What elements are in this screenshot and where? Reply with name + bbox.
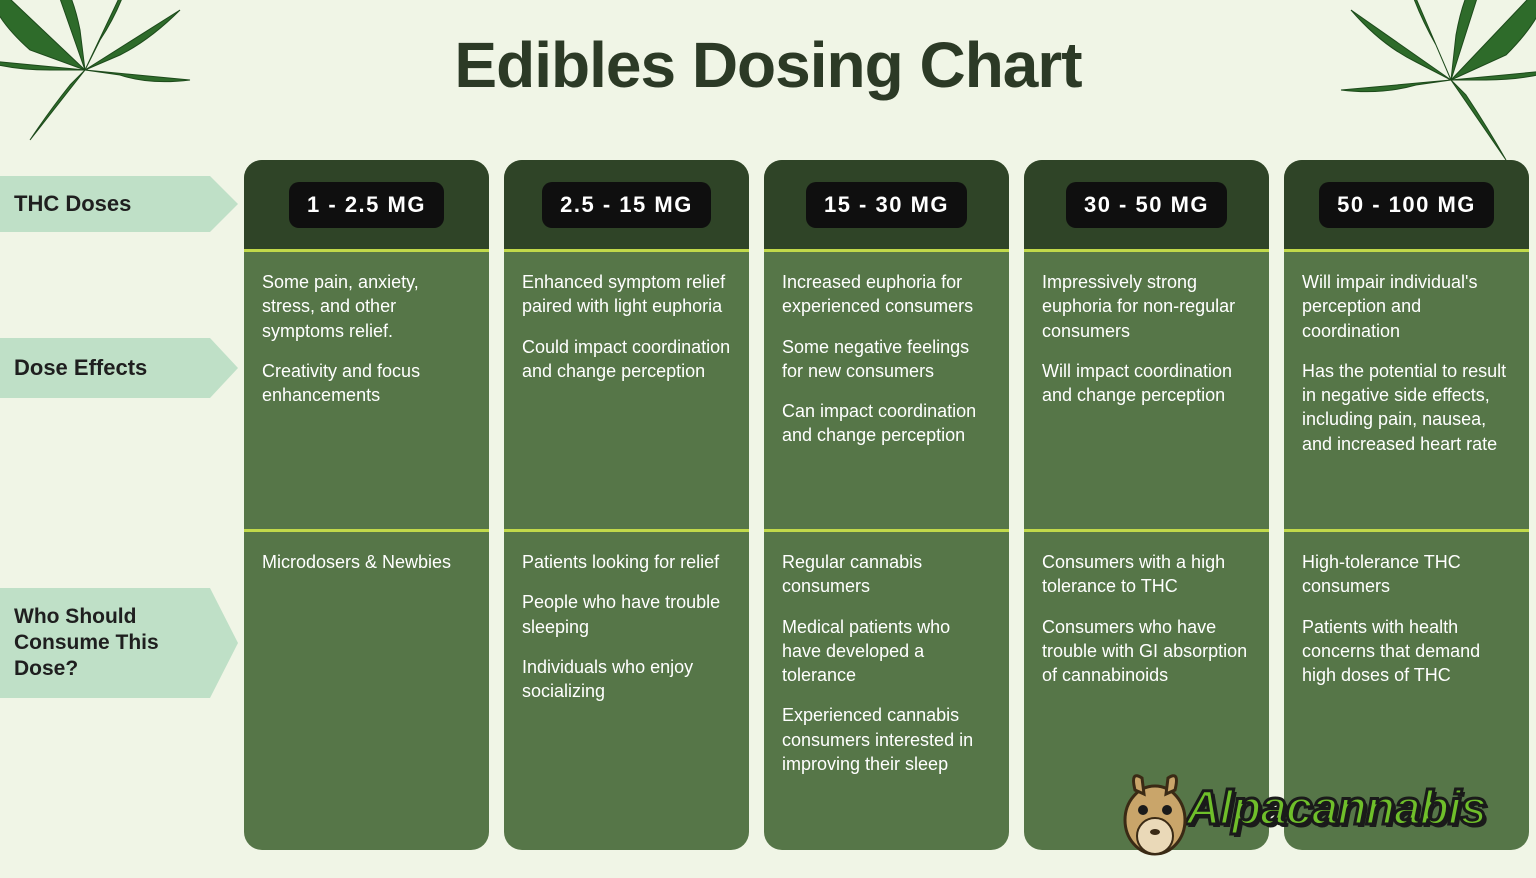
effect-text: Could impact coordination and change per… (522, 335, 731, 384)
effect-text: Will impair individual's perception and … (1302, 270, 1511, 343)
leaf-decoration-tr (1336, 0, 1536, 190)
who-cell-5: High-tolerance THC consumers Patients wi… (1284, 532, 1529, 687)
row-label-effects-text: Dose Effects (14, 354, 147, 382)
effect-text: Some pain, anxiety, stress, and other sy… (262, 270, 471, 343)
dose-column-2: 2.5 - 15 MG Enhanced symptom relief pair… (504, 160, 749, 850)
dose-column-3: 15 - 30 MG Increased euphoria for experi… (764, 160, 1009, 850)
who-text: Individuals who enjoy socializing (522, 655, 731, 704)
effect-text: Impressively strong euphoria for non-reg… (1042, 270, 1251, 343)
who-text: Consumers who have trouble with GI absor… (1042, 615, 1251, 688)
dose-pill-4: 30 - 50 MG (1066, 182, 1227, 228)
effects-cell-2: Enhanced symptom relief paired with ligh… (504, 252, 749, 532)
dose-column-1: 1 - 2.5 MG Some pain, anxiety, stress, a… (244, 160, 489, 850)
dose-pill-1: 1 - 2.5 MG (289, 182, 444, 228)
effect-text: Will impact coordination and change perc… (1042, 359, 1251, 408)
who-text: Regular cannabis consumers (782, 550, 991, 599)
dose-column-4: 30 - 50 MG Impressively strong euphoria … (1024, 160, 1269, 850)
who-text: High-tolerance THC consumers (1302, 550, 1511, 599)
effects-cell-5: Will impair individual's perception and … (1284, 252, 1529, 532)
dose-header-3: 15 - 30 MG (764, 160, 1009, 252)
effect-text: Creativity and focus enhancements (262, 359, 471, 408)
who-cell-4: Consumers with a high tolerance to THC C… (1024, 532, 1269, 687)
dose-column-5: 50 - 100 MG Will impair individual's per… (1284, 160, 1529, 850)
who-text: Microdosers & Newbies (262, 550, 471, 574)
brand-logo: Alpacannabis (1110, 758, 1486, 858)
effect-text: Can impact coordination and change perce… (782, 399, 991, 448)
effects-cell-1: Some pain, anxiety, stress, and other sy… (244, 252, 489, 532)
effects-cell-4: Impressively strong euphoria for non-reg… (1024, 252, 1269, 532)
dose-header-2: 2.5 - 15 MG (504, 160, 749, 252)
effects-cell-3: Increased euphoria for experienced consu… (764, 252, 1009, 532)
who-cell-1: Microdosers & Newbies (244, 532, 489, 574)
dose-header-4: 30 - 50 MG (1024, 160, 1269, 252)
who-cell-2: Patients looking for relief People who h… (504, 532, 749, 703)
row-label-doses: THC Doses (0, 176, 210, 232)
who-text: People who have trouble sleeping (522, 590, 731, 639)
dose-pill-3: 15 - 30 MG (806, 182, 967, 228)
effect-text: Has the potential to result in negative … (1302, 359, 1511, 456)
row-label-doses-text: THC Doses (14, 190, 131, 218)
alpaca-icon (1110, 758, 1200, 858)
who-text: Experienced cannabis consumers intereste… (782, 703, 991, 776)
row-label-who-text: Who Should Consume This Dose? (14, 604, 210, 683)
effect-text: Enhanced symptom relief paired with ligh… (522, 270, 731, 319)
row-label-who: Who Should Consume This Dose? (0, 588, 210, 698)
effect-text: Some negative feelings for new consumers (782, 335, 991, 384)
dose-header-1: 1 - 2.5 MG (244, 160, 489, 252)
chart-grid: THC Doses Dose Effects Who Should Consum… (0, 160, 1536, 860)
dose-pill-2: 2.5 - 15 MG (542, 182, 711, 228)
who-text: Consumers with a high tolerance to THC (1042, 550, 1251, 599)
leaf-decoration-tl (0, 0, 200, 170)
who-text: Patients with health concerns that deman… (1302, 615, 1511, 688)
who-text: Medical patients who have developed a to… (782, 615, 991, 688)
page-title: Edibles Dosing Chart (0, 0, 1536, 102)
who-text: Patients looking for relief (522, 550, 731, 574)
who-cell-3: Regular cannabis consumers Medical patie… (764, 532, 1009, 776)
row-label-effects: Dose Effects (0, 338, 210, 398)
effect-text: Increased euphoria for experienced consu… (782, 270, 991, 319)
brand-logo-text: Alpacannabis (1186, 781, 1486, 836)
